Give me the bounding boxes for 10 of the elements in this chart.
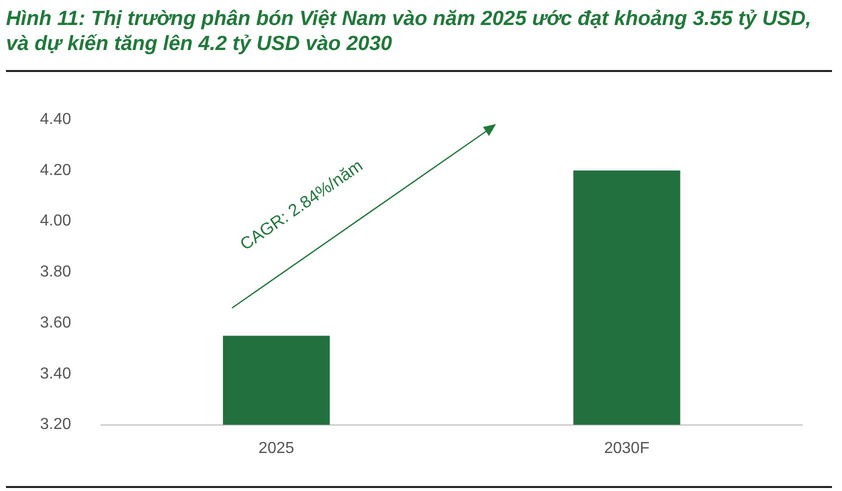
y-tick-label: 3.40 xyxy=(40,365,72,382)
y-tick-label: 4.40 xyxy=(40,111,72,128)
x-tick-label: 2030F xyxy=(604,440,650,457)
y-tick-label: 4.20 xyxy=(40,162,72,179)
y-tick-label: 3.60 xyxy=(40,314,72,332)
chart-title: Hình 11: Thị trường phân bón Việt Nam vào năm 2025 ước đạt khoảng 3.55 tỷ USD, và dự kiến tăng lên 4.2 tỷ USD vào 2030 xyxy=(6,6,812,56)
y-tick-label: 3.80 xyxy=(40,264,72,281)
y-tick-label: 4.00 xyxy=(40,212,72,230)
y-tick-label: 3.20 xyxy=(40,416,72,434)
x-tick-label: 2025 xyxy=(258,440,294,457)
